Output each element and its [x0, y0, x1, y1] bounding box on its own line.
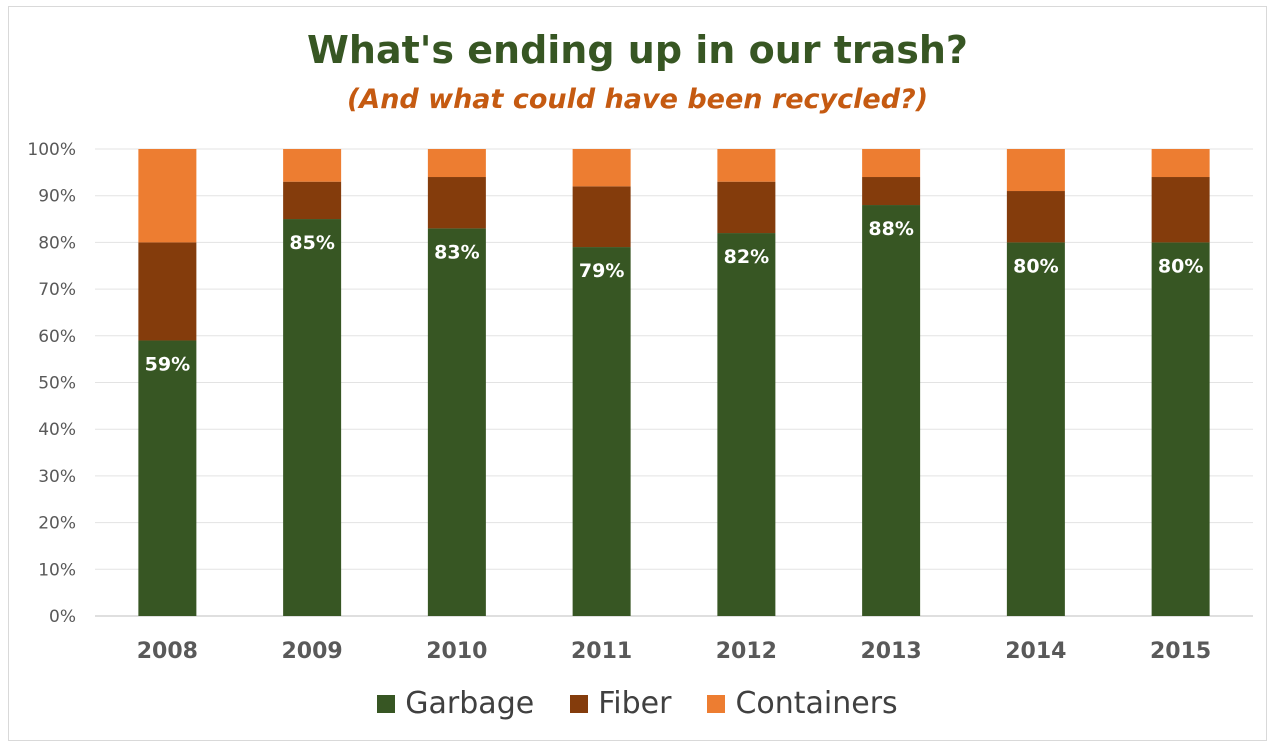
legend-label-garbage: Garbage [405, 686, 535, 721]
data-label-2011: 79% [579, 260, 624, 282]
chart-subtitle: (And what could have been recycled?) [346, 84, 929, 115]
bar-fiber-2008 [138, 242, 197, 341]
bar-fiber-2010 [427, 177, 486, 229]
y-tick-label: 0% [49, 607, 76, 627]
bar-fiber-2011 [572, 186, 631, 248]
stacked-bar-chart: 0% 10% 20% 30% 40% 50% 60% 70% 80% 90% 100% 59% 2008… [27, 140, 1253, 664]
x-tick-label-2011: 2011 [571, 639, 632, 664]
data-label-2015: 80% [1158, 255, 1203, 277]
bar-garbage-2015 [1151, 242, 1210, 616]
legend-label-containers: Containers [735, 686, 898, 721]
data-label-2010: 83% [434, 241, 479, 263]
data-label-2013: 88% [868, 218, 913, 240]
chart-title: What's ending up in our trash? [307, 28, 968, 72]
x-tick-label-2012: 2012 [716, 639, 777, 664]
bar-containers-2009 [283, 149, 342, 182]
y-tick-label: 10% [38, 560, 76, 580]
y-tick-label: 50% [38, 374, 76, 394]
legend-item-containers: Containers [707, 686, 898, 721]
legend-label-fiber: Fiber [598, 686, 672, 721]
y-tick-label: 40% [38, 420, 76, 440]
data-label-2012: 82% [724, 246, 769, 268]
bar-garbage-2013 [862, 205, 921, 617]
bar-containers-2012 [717, 149, 776, 182]
legend-item-fiber: Fiber [570, 686, 671, 721]
legend-item-garbage: Garbage [377, 686, 534, 721]
legend-swatch-containers [707, 694, 726, 713]
y-tick-label: 20% [38, 514, 76, 534]
x-tick-label-2009: 2009 [282, 639, 343, 664]
data-label-2014: 80% [1013, 255, 1058, 277]
legend: Garbage Fiber Containers [0, 686, 1275, 721]
bar-garbage-2012 [717, 233, 776, 616]
y-tick-label: 70% [38, 280, 76, 300]
bar-garbage-2010 [427, 228, 486, 616]
y-tick-label: 30% [38, 467, 76, 487]
bar-fiber-2012 [717, 181, 776, 234]
y-tick-label: 100% [27, 140, 76, 160]
bar-containers-2014 [1006, 149, 1065, 192]
x-tick-label-2008: 2008 [137, 639, 198, 664]
bar-fiber-2009 [283, 181, 342, 220]
bar-fiber-2015 [1151, 177, 1210, 243]
bar-garbage-2008 [138, 340, 197, 616]
x-tick-label-2013: 2013 [861, 639, 922, 664]
legend-swatch-fiber [570, 694, 589, 713]
y-tick-label: 80% [38, 233, 76, 253]
y-tick-label: 90% [38, 187, 76, 207]
bar-containers-2011 [572, 149, 631, 187]
bar-fiber-2014 [1006, 191, 1065, 243]
bar-containers-2013 [862, 149, 921, 178]
bar-containers-2015 [1151, 149, 1210, 178]
bar-containers-2008 [138, 149, 197, 243]
data-label-2009: 85% [289, 232, 334, 254]
x-tick-label-2014: 2014 [1005, 639, 1066, 664]
bar-containers-2010 [427, 149, 486, 178]
x-tick-label-2010: 2010 [426, 639, 487, 664]
y-tick-label: 60% [38, 327, 76, 347]
bar-garbage-2014 [1006, 242, 1065, 616]
x-tick-label-2015: 2015 [1150, 639, 1211, 664]
bar-fiber-2013 [862, 177, 921, 206]
legend-swatch-garbage [377, 694, 396, 713]
bar-garbage-2011 [572, 247, 631, 616]
bar-garbage-2009 [283, 219, 342, 617]
data-label-2008: 59% [145, 353, 190, 375]
